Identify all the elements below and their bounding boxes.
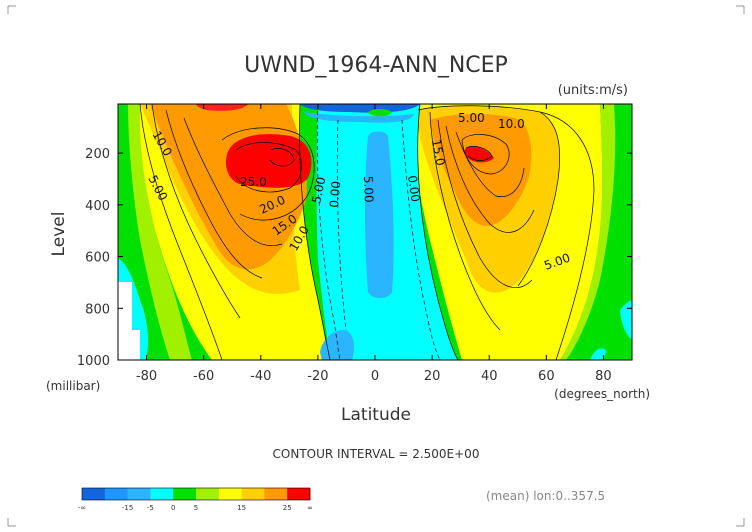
y-tick-label: 800: [85, 302, 110, 317]
colorbar-swatch: [150, 488, 174, 500]
y-tick-label: 1000: [77, 354, 110, 369]
corner-marks: [7, 5, 745, 527]
band-south-pole-white: [118, 282, 140, 360]
units-label: (units:m/s): [558, 83, 628, 98]
x-axis: -80 -60 -40 -20 0 20 40 60 80: [136, 104, 612, 384]
contour-label: 10.0: [498, 117, 525, 131]
contour-label: 15.0: [429, 138, 447, 167]
colorbar-swatch: [104, 488, 128, 500]
y-tick-label: 200: [85, 147, 110, 162]
colorbar-swatch: [196, 488, 220, 500]
colorbar-swatch: [127, 488, 151, 500]
colorbar-swatch: [173, 488, 197, 500]
band-north-pole-cyan: [620, 300, 632, 340]
x-tick-label: 80: [595, 369, 612, 384]
colorbar-swatch: [82, 488, 106, 500]
band-s-deepred: [196, 104, 248, 111]
x-axis-unit: (degrees_north): [554, 387, 650, 401]
colorbar-tick-label: -∞: [78, 504, 86, 512]
y-tick-label: 400: [85, 199, 110, 214]
band-top-blue: [300, 104, 420, 113]
band-top-lightblue: [304, 112, 414, 123]
colorbar-swatch: [264, 488, 288, 500]
y-axis-unit: (millibar): [46, 379, 100, 393]
colorbar-frame: [81, 487, 311, 501]
colorbar-tick-label: ∞: [307, 504, 313, 512]
band-north-green-edge: [560, 104, 616, 360]
x-tick-label: 0: [371, 369, 379, 384]
contour-lines: [139, 103, 595, 361]
colorbar-tick-label: 25: [283, 504, 292, 512]
contour-label: 5.00: [361, 176, 376, 203]
x-tick-label: -80: [136, 369, 157, 384]
x-tick-label: -60: [193, 369, 214, 384]
colorbar-tick-label: 15: [237, 504, 246, 512]
y-axis: 200 400 600 800 1000: [77, 147, 632, 369]
x-tick-label: -40: [250, 369, 271, 384]
contour-label: 5.00: [309, 176, 328, 205]
colorbar-tick-label: 0: [171, 504, 175, 512]
x-tick-label: 60: [538, 369, 555, 384]
x-tick-label: 40: [481, 369, 498, 384]
band-n-orange: [430, 114, 532, 227]
colorbar-tick-label: 5: [194, 504, 198, 512]
colorbar-tick-label: -15: [122, 504, 133, 512]
colorbar-swatch: [218, 488, 242, 500]
x-tick-label: 20: [424, 369, 441, 384]
band-south-yellow-low: [128, 104, 192, 360]
contour-interval-label: CONTOUR INTERVAL = 2.500E+00: [273, 447, 480, 461]
y-tick-label: 600: [85, 251, 110, 266]
plot-area: 10.0 5.00 25.0 20.0 15.0 10.0 5.00 0.00 …: [117, 103, 633, 361]
band-north-low-cyan: [590, 348, 606, 360]
colorbar-tick-label: -5: [147, 504, 154, 512]
chart-title: UWND_1964-ANN_NCEP: [244, 53, 508, 78]
contour-label: 25.0: [240, 175, 267, 189]
contour-label: 0.00: [405, 174, 423, 202]
x-axis-title: Latitude: [341, 405, 411, 425]
y-axis-title: Level: [49, 212, 69, 257]
contour-label: 0.00: [327, 180, 343, 208]
colorbar-swatch: [241, 488, 265, 500]
colorbar-swatch: [287, 488, 311, 500]
contour-label: 5.00: [458, 111, 485, 125]
x-tick-label: -20: [307, 369, 328, 384]
band-top-green: [368, 109, 392, 117]
colorbar: -∞ -15 -5 0 5 15 25 ∞: [78, 487, 313, 512]
footer-note: (mean) lon:0..357.5: [486, 489, 605, 503]
band-eq-lightblue: [365, 131, 394, 298]
